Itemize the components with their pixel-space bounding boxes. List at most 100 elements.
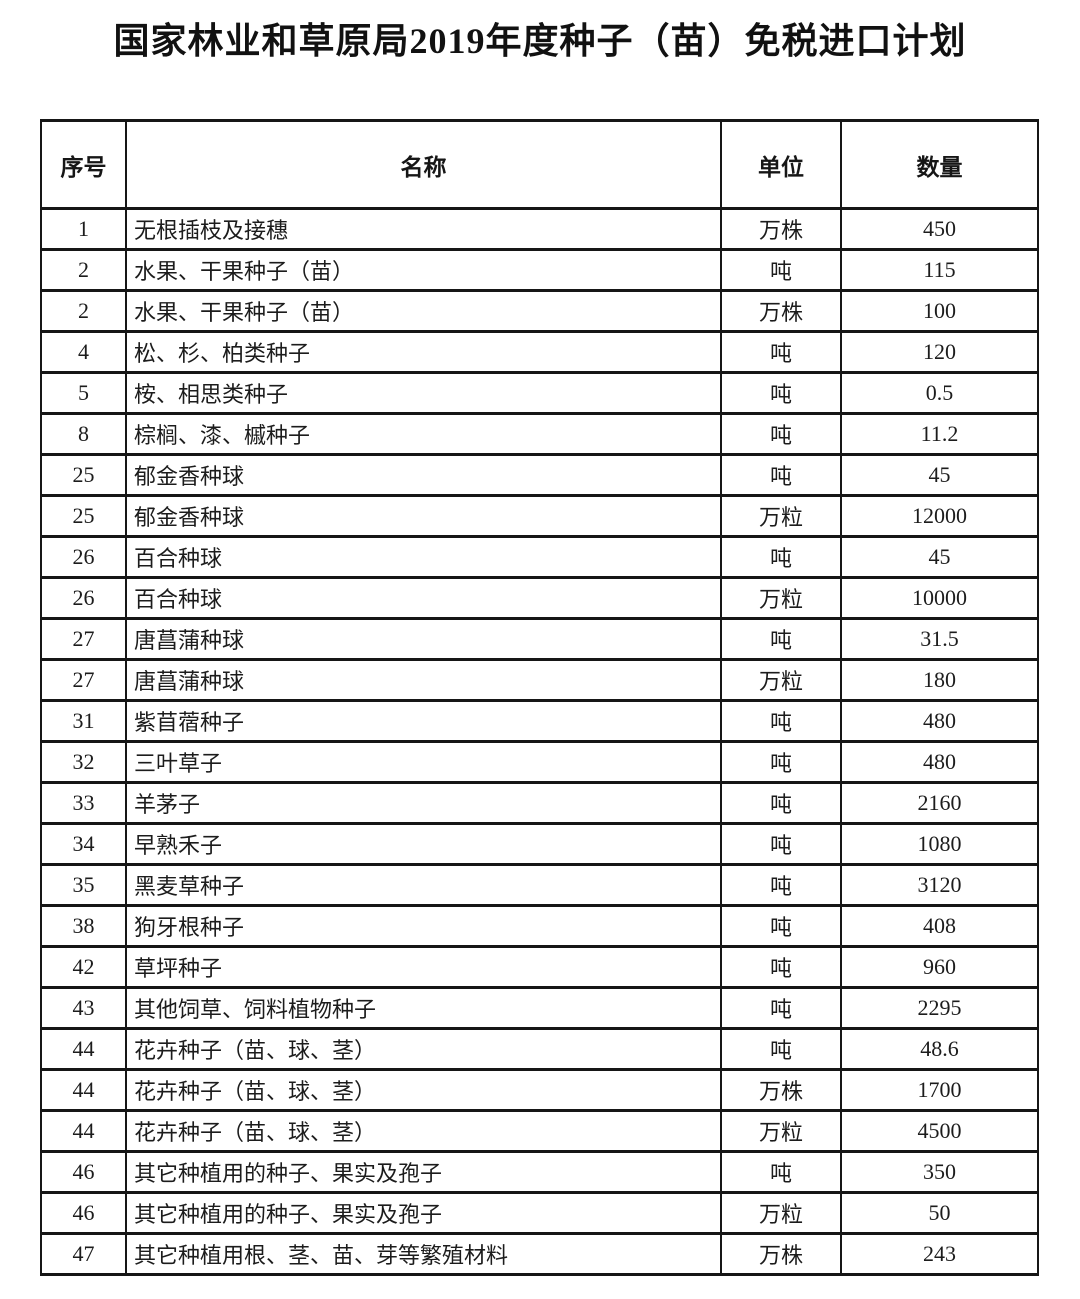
import-plan-table: 序号 名称 单位 数量 1 无根插枝及接穗 万株 450 2 水果、干果种子（苗… (40, 119, 1039, 1276)
cell-seq: 5 (40, 371, 127, 415)
cell-unit: 万粒 (720, 658, 842, 702)
cell-unit: 吨 (720, 863, 842, 907)
cell-unit: 吨 (720, 248, 842, 292)
cell-qty: 50 (840, 1191, 1039, 1235)
cell-qty: 960 (840, 945, 1039, 989)
table-row: 8 棕榈、漆、槭种子 吨 11.2 (40, 412, 1039, 456)
cell-qty: 1080 (840, 822, 1039, 866)
cell-seq: 34 (40, 822, 127, 866)
cell-qty: 1700 (840, 1068, 1039, 1112)
cell-seq: 26 (40, 535, 127, 579)
cell-seq: 33 (40, 781, 127, 825)
table-row: 43 其他饲草、饲料植物种子 吨 2295 (40, 986, 1039, 1030)
cell-seq: 38 (40, 904, 127, 948)
cell-name: 狗牙根种子 (125, 904, 722, 948)
cell-qty: 480 (840, 740, 1039, 784)
cell-unit: 万粒 (720, 494, 842, 538)
cell-unit: 万株 (720, 289, 842, 333)
cell-seq: 46 (40, 1191, 127, 1235)
cell-qty: 45 (840, 453, 1039, 497)
cell-name: 草坪种子 (125, 945, 722, 989)
cell-name: 棕榈、漆、槭种子 (125, 412, 722, 456)
cell-qty: 100 (840, 289, 1039, 333)
table-row: 27 唐菖蒲种球 吨 31.5 (40, 617, 1039, 661)
cell-seq: 31 (40, 699, 127, 743)
table-row: 46 其它种植用的种子、果实及孢子 万粒 50 (40, 1191, 1039, 1235)
cell-qty: 408 (840, 904, 1039, 948)
cell-unit: 万株 (720, 1232, 842, 1276)
cell-name: 水果、干果种子（苗） (125, 289, 722, 333)
cell-name: 黑麦草种子 (125, 863, 722, 907)
cell-unit: 吨 (720, 535, 842, 579)
cell-name: 其它种植用根、茎、苗、芽等繁殖材料 (125, 1232, 722, 1276)
cell-qty: 115 (840, 248, 1039, 292)
cell-seq: 2 (40, 248, 127, 292)
cell-name: 水果、干果种子（苗） (125, 248, 722, 292)
cell-name: 郁金香种球 (125, 453, 722, 497)
table-row: 46 其它种植用的种子、果实及孢子 吨 350 (40, 1150, 1039, 1194)
cell-unit: 吨 (720, 330, 842, 374)
cell-seq: 25 (40, 453, 127, 497)
cell-qty: 3120 (840, 863, 1039, 907)
cell-unit: 吨 (720, 371, 842, 415)
cell-seq: 1 (40, 207, 127, 251)
cell-unit: 吨 (720, 699, 842, 743)
cell-qty: 120 (840, 330, 1039, 374)
cell-name: 桉、相思类种子 (125, 371, 722, 415)
cell-qty: 12000 (840, 494, 1039, 538)
cell-qty: 0.5 (840, 371, 1039, 415)
cell-seq: 32 (40, 740, 127, 784)
cell-unit: 吨 (720, 453, 842, 497)
cell-name: 百合种球 (125, 535, 722, 579)
cell-seq: 8 (40, 412, 127, 456)
table-row: 26 百合种球 吨 45 (40, 535, 1039, 579)
cell-seq: 35 (40, 863, 127, 907)
cell-qty: 243 (840, 1232, 1039, 1276)
cell-unit: 万粒 (720, 1191, 842, 1235)
cell-name: 花卉种子（苗、球、茎） (125, 1027, 722, 1071)
cell-seq: 25 (40, 494, 127, 538)
cell-unit: 万粒 (720, 576, 842, 620)
cell-unit: 万株 (720, 1068, 842, 1112)
header-row: 序号 名称 单位 数量 (40, 119, 1039, 210)
cell-qty: 31.5 (840, 617, 1039, 661)
cell-seq: 27 (40, 617, 127, 661)
cell-qty: 350 (840, 1150, 1039, 1194)
table-row: 44 花卉种子（苗、球、茎） 万株 1700 (40, 1068, 1039, 1112)
cell-name: 其他饲草、饲料植物种子 (125, 986, 722, 1030)
cell-seq: 26 (40, 576, 127, 620)
cell-unit: 吨 (720, 1027, 842, 1071)
cell-unit: 吨 (720, 945, 842, 989)
table-header: 序号 名称 单位 数量 (40, 119, 1039, 210)
header-seq: 序号 (40, 119, 127, 210)
table-row: 2 水果、干果种子（苗） 吨 115 (40, 248, 1039, 292)
cell-qty: 4500 (840, 1109, 1039, 1153)
cell-unit: 吨 (720, 822, 842, 866)
cell-seq: 2 (40, 289, 127, 333)
table-row: 44 花卉种子（苗、球、茎） 万粒 4500 (40, 1109, 1039, 1153)
cell-name: 花卉种子（苗、球、茎） (125, 1068, 722, 1112)
table-row: 1 无根插枝及接穗 万株 450 (40, 207, 1039, 251)
table-row: 27 唐菖蒲种球 万粒 180 (40, 658, 1039, 702)
cell-unit: 吨 (720, 781, 842, 825)
table-row: 42 草坪种子 吨 960 (40, 945, 1039, 989)
cell-seq: 47 (40, 1232, 127, 1276)
cell-name: 唐菖蒲种球 (125, 658, 722, 702)
cell-name: 紫苜蓿种子 (125, 699, 722, 743)
table-row: 25 郁金香种球 吨 45 (40, 453, 1039, 497)
table-row: 2 水果、干果种子（苗） 万株 100 (40, 289, 1039, 333)
cell-unit: 吨 (720, 412, 842, 456)
cell-unit: 吨 (720, 904, 842, 948)
cell-qty: 48.6 (840, 1027, 1039, 1071)
cell-seq: 43 (40, 986, 127, 1030)
cell-name: 早熟禾子 (125, 822, 722, 866)
header-name: 名称 (125, 119, 722, 210)
cell-unit: 吨 (720, 740, 842, 784)
cell-unit: 吨 (720, 617, 842, 661)
table-row: 33 羊茅子 吨 2160 (40, 781, 1039, 825)
cell-name: 唐菖蒲种球 (125, 617, 722, 661)
cell-seq: 27 (40, 658, 127, 702)
header-unit: 单位 (720, 119, 842, 210)
cell-qty: 180 (840, 658, 1039, 702)
table-row: 35 黑麦草种子 吨 3120 (40, 863, 1039, 907)
